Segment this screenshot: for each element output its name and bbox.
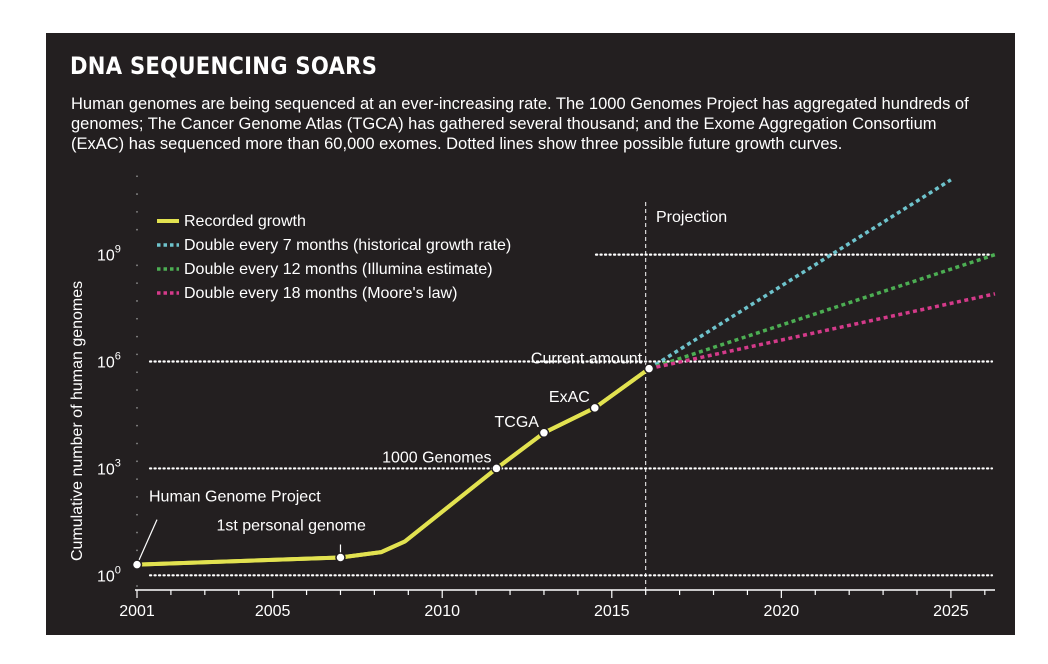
y-axis-label: Cumulative number of human genomes bbox=[69, 281, 86, 561]
x-tick-label: 2010 bbox=[424, 603, 460, 620]
y-minor-tick bbox=[136, 585, 138, 587]
y-tick-label: 100 bbox=[97, 564, 121, 585]
annotation-marker bbox=[491, 463, 502, 474]
chart-title: DNA SEQUENCING SOARS bbox=[70, 52, 378, 80]
y-minor-tick bbox=[136, 353, 138, 356]
annotation-leader bbox=[136, 519, 158, 565]
annotation-label: 1000 Genomes bbox=[382, 449, 491, 466]
y-tick-label: 103 bbox=[97, 457, 121, 478]
y-minor-tick bbox=[136, 210, 138, 213]
chart-description: Human genomes are being sequenced at an … bbox=[71, 95, 969, 153]
annotation-label: Current amount bbox=[531, 351, 643, 368]
x-tick-label: 2025 bbox=[933, 603, 969, 620]
annotation-label: ExAC bbox=[549, 389, 590, 406]
legend-label: Double every 12 months (Illumina estimat… bbox=[184, 261, 493, 278]
y-minor-tick bbox=[136, 389, 138, 391]
y-minor-tick bbox=[136, 264, 138, 267]
y-minor-tick bbox=[136, 424, 138, 427]
recorded-growth-line bbox=[135, 366, 652, 567]
annotation-marker bbox=[589, 402, 601, 414]
y-minor-tick bbox=[136, 300, 138, 302]
projection-label: Projection bbox=[656, 209, 727, 226]
y-minor-tick bbox=[136, 442, 138, 445]
x-axis: 2001 2005 2010 2015 2020 2025 bbox=[119, 589, 995, 620]
y-minor-tick bbox=[136, 371, 138, 374]
y-minor-tick bbox=[136, 496, 138, 498]
annotation-marker bbox=[643, 363, 655, 374]
y-minor-tick bbox=[136, 406, 138, 409]
x-tick-label: 2005 bbox=[255, 603, 291, 620]
y-minor-tick bbox=[136, 478, 138, 481]
chart-panel bbox=[46, 33, 1015, 635]
series-lines bbox=[135, 178, 996, 567]
series-line-4 bbox=[648, 292, 996, 371]
annotation-label: TCGA bbox=[495, 414, 540, 431]
y-minor-tick bbox=[136, 335, 138, 338]
y-minor-tick bbox=[136, 175, 138, 178]
annotation-marker bbox=[335, 552, 346, 563]
y-minor-tick bbox=[136, 549, 138, 552]
series-line-3 bbox=[648, 252, 996, 371]
y-tick-label: 106 bbox=[97, 351, 121, 372]
y-minor-tick bbox=[136, 228, 138, 231]
grid: 100 103 106 109 bbox=[97, 175, 994, 590]
x-tick-label: 2001 bbox=[119, 603, 155, 620]
x-tick-label: 2020 bbox=[764, 603, 800, 620]
annotations: Human Genome Project 1st personal genome 1… bbox=[131, 351, 655, 570]
y-minor-tick bbox=[136, 460, 138, 463]
y-minor-tick bbox=[136, 317, 138, 320]
y-minor-tick bbox=[136, 531, 138, 534]
annotation-marker bbox=[538, 427, 550, 439]
y-minor-tick bbox=[136, 193, 138, 195]
legend: Recorded growth Double every 7 months (hi… bbox=[157, 213, 511, 302]
legend-label: Recorded growth bbox=[184, 213, 306, 230]
y-minor-tick bbox=[136, 282, 138, 285]
annotation-label: Human Genome Project bbox=[149, 489, 321, 506]
annotation-label: 1st personal genome bbox=[216, 517, 366, 534]
y-minor-tick bbox=[136, 513, 138, 516]
x-tick-label: 2015 bbox=[594, 603, 630, 620]
y-tick-label: 109 bbox=[97, 244, 121, 265]
annotation-marker bbox=[131, 559, 143, 570]
legend-label: Double every 18 months (Moore's law) bbox=[184, 285, 457, 302]
legend-label: Double every 7 months (historical growth… bbox=[184, 237, 511, 254]
